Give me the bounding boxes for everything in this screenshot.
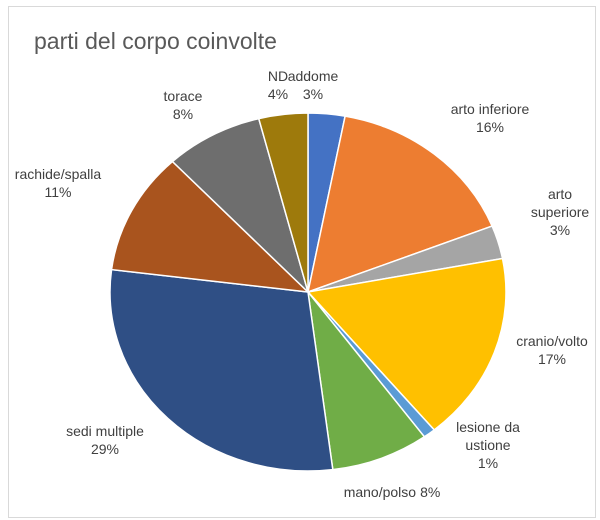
pie-slice	[109, 268, 334, 472]
chart-border	[8, 6, 596, 518]
slice-label: ND 4%	[258, 67, 298, 103]
category-label: rachide/spalla	[14, 166, 102, 182]
slice-label: cranio/volto 17%	[497, 332, 600, 368]
value-label: 3%	[549, 222, 571, 238]
category-label: torace	[163, 88, 203, 104]
slice-label: mano/polso 8%	[322, 483, 462, 501]
slice-label: rachide/spalla 11%	[0, 165, 118, 201]
category-label: ND	[267, 68, 289, 84]
category-label: arto superiore	[530, 186, 590, 220]
category-label: mano/polso	[343, 484, 417, 500]
value-label: 4%	[267, 86, 289, 102]
slice-label: sedi multiple 29%	[45, 422, 165, 458]
category-label: arto inferiore	[450, 101, 530, 117]
pie-slice	[257, 112, 309, 293]
slice-label: lesione da ustione 1%	[443, 418, 533, 472]
slice-label: arto inferiore 16%	[420, 100, 560, 136]
value-label: 16%	[475, 119, 505, 135]
value-label: 1%	[477, 455, 499, 471]
pie-slice	[306, 257, 507, 431]
pie-slice	[110, 160, 311, 293]
category-label: lesione da ustione	[456, 419, 520, 453]
pie-slice	[306, 289, 426, 471]
value-label: 8%	[420, 484, 441, 500]
category-label: addome	[287, 68, 339, 84]
value-label: 17%	[537, 351, 567, 367]
category-label: sedi multiple	[66, 423, 144, 439]
value-label: 11%	[44, 184, 72, 200]
value-label: 8%	[172, 106, 194, 122]
category-label: cranio/volto	[516, 333, 588, 349]
pie-slice	[171, 117, 310, 295]
slice-label: arto superiore 3%	[520, 185, 600, 239]
value-label: 29%	[90, 441, 120, 457]
slice-label: addome 3%	[278, 67, 348, 103]
slice-label: torace 8%	[148, 87, 218, 123]
value-label: 3%	[302, 86, 324, 102]
chart-title: parti del corpo coinvolte	[34, 28, 277, 54]
pie-slice	[306, 115, 494, 294]
